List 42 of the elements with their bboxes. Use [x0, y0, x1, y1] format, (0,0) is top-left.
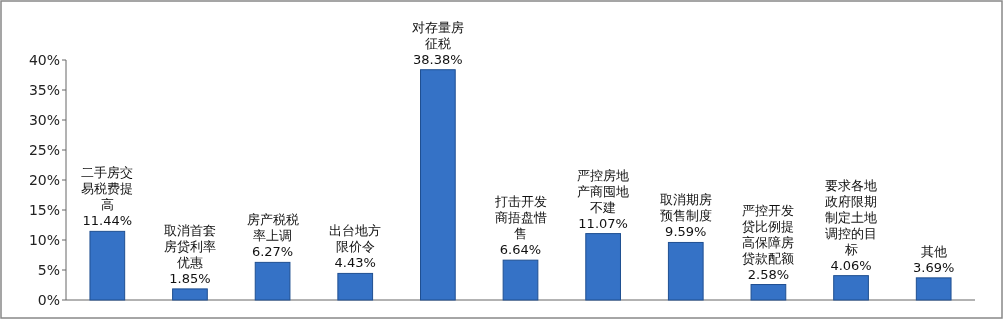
- y-tick-label: 40%: [28, 52, 60, 68]
- data-label: 4.06%: [830, 257, 872, 273]
- x-tick-label: 严控开发贷比例提高保障房贷款配额: [742, 202, 795, 266]
- data-label: 6.27%: [251, 244, 294, 260]
- y-tick-label: 20%: [28, 172, 60, 188]
- bar: [502, 259, 539, 301]
- bar: [337, 272, 374, 301]
- y-tick-label: 0%: [37, 292, 60, 308]
- x-tick-label: 其他: [920, 243, 947, 259]
- bar: [833, 275, 869, 301]
- bar: [89, 230, 126, 301]
- x-tick-label: 对存量房征税: [411, 19, 464, 51]
- data-label: 1.85%: [169, 270, 211, 286]
- x-tick-label: 严控房地产商囤地不建: [577, 167, 630, 215]
- y-tick-label: 35%: [28, 82, 60, 98]
- y-tick-label: 15%: [28, 202, 60, 218]
- bar: [750, 284, 787, 301]
- x-tick-label: 房产税税率上调: [246, 212, 299, 244]
- data-label: 6.64%: [499, 242, 542, 258]
- data-label: 11.07%: [578, 215, 628, 231]
- bar: [585, 233, 621, 301]
- bar: [254, 261, 291, 301]
- y-tick-label: 30%: [28, 112, 60, 128]
- x-tick-label: 取消期房预售制度: [659, 192, 712, 224]
- bar: [667, 241, 704, 301]
- data-label: 11.44%: [82, 213, 133, 229]
- bar: [915, 277, 952, 301]
- bar: [420, 69, 456, 301]
- x-tick-label: 取消首套房贷利率优惠: [163, 222, 216, 270]
- y-tick-label: 5%: [37, 262, 60, 278]
- x-tick-label: 要求各地政府限期制定土地调控的目标: [825, 177, 878, 257]
- x-tick-label: 出台地方限价令: [329, 223, 382, 255]
- y-tick-label: 10%: [28, 232, 60, 248]
- data-label: 38.38%: [413, 51, 463, 67]
- data-label: 2.58%: [747, 266, 790, 282]
- x-tick-label: 打击开发商捂盘惜售: [493, 194, 547, 242]
- data-label: 3.69%: [913, 259, 955, 275]
- bar: [172, 288, 208, 301]
- data-label: 9.59%: [665, 224, 707, 240]
- data-label: 4.43%: [334, 255, 376, 271]
- x-tick-label: 二手房交易税费提高: [81, 165, 134, 213]
- y-tick-label: 25%: [28, 142, 60, 158]
